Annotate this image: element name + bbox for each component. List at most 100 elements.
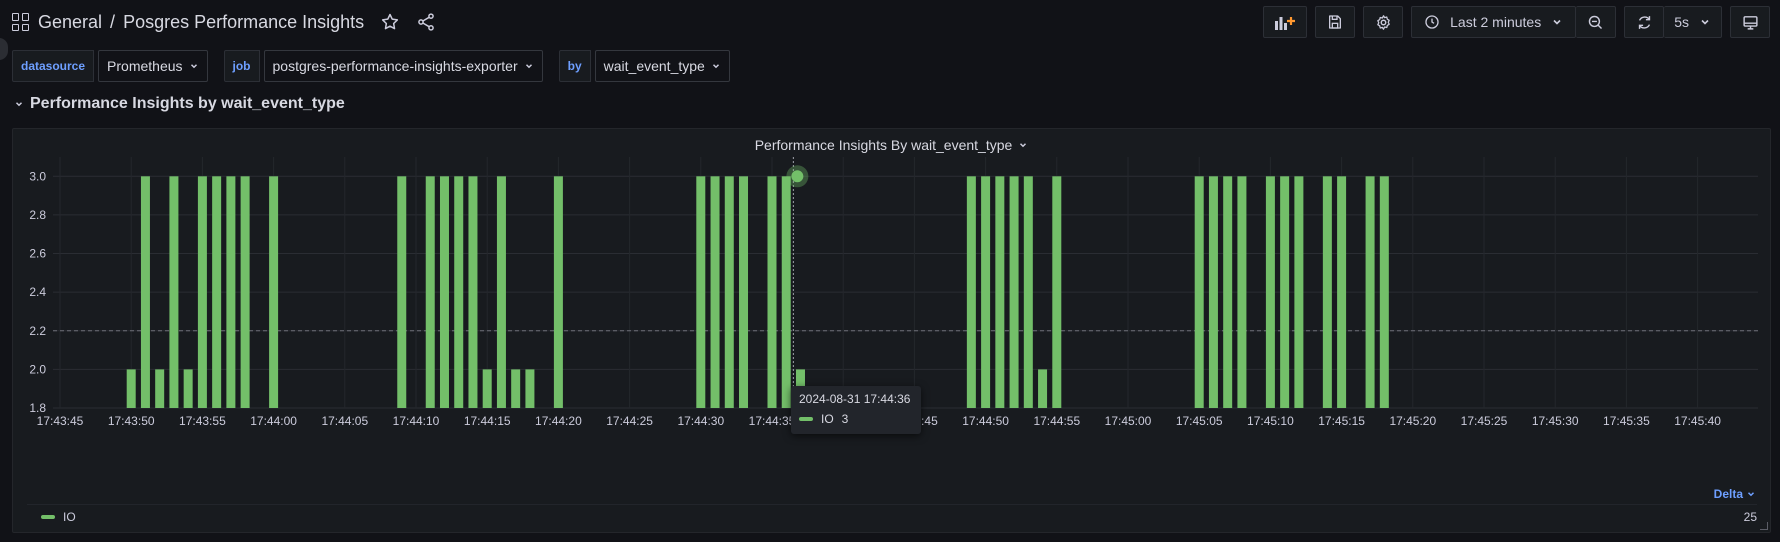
x-tick-label: 17:44:10 — [393, 414, 440, 428]
bar — [981, 176, 991, 408]
x-tick-label: 17:45:30 — [1532, 414, 1579, 428]
chevron-down-icon — [712, 64, 719, 69]
x-tick-label: 17:45:05 — [1176, 414, 1223, 428]
y-tick-label: 2.6 — [29, 247, 46, 261]
save-dashboard-button[interactable] — [1315, 6, 1356, 38]
breadcrumb-separator: / — [110, 11, 116, 32]
legend-swatch — [41, 514, 55, 519]
bar — [240, 176, 250, 408]
bar — [1194, 176, 1204, 408]
x-tick-label: 17:45:15 — [1318, 414, 1365, 428]
bar — [183, 369, 193, 408]
x-tick-label: 17:44:50 — [962, 414, 1009, 428]
time-range-picker[interactable]: Last 2 minutes — [1411, 6, 1577, 38]
zoom-out-button[interactable] — [1576, 6, 1617, 38]
legend-series-value: 25 — [1743, 510, 1757, 524]
panel-header[interactable]: Performance Insights By wait_event_type — [13, 137, 1770, 153]
y-tick-label: 2.8 — [29, 208, 46, 222]
bar — [1322, 176, 1332, 408]
bar — [126, 369, 136, 408]
x-tick-label: 17:45:10 — [1247, 414, 1294, 428]
bar — [1038, 369, 1048, 408]
x-tick-label: 17:44:15 — [464, 414, 511, 428]
page-title[interactable]: Posgres Performance Insights — [123, 11, 365, 32]
legend-series-name[interactable]: IO — [63, 509, 76, 524]
x-tick-label: 17:45:00 — [1105, 414, 1152, 428]
share-icon[interactable] — [416, 12, 436, 32]
monitor-icon — [1742, 15, 1758, 30]
bar — [1009, 176, 1019, 408]
x-tick-label: 17:43:50 — [108, 414, 155, 428]
bar — [995, 176, 1005, 408]
panel-resize-handle[interactable] — [1760, 522, 1768, 530]
chevron-down-icon — [1701, 19, 1709, 25]
x-tick-label: 17:44:25 — [606, 414, 653, 428]
refresh-button[interactable] — [1624, 6, 1665, 38]
time-picker-group: Last 2 minutes — [1411, 6, 1617, 38]
breadcrumb: General / Posgres Performance Insights — [12, 8, 436, 36]
bar — [397, 176, 407, 408]
x-tick-label: 17:44:35 — [749, 414, 796, 428]
bar — [1052, 176, 1062, 408]
x-tick-label: 17:45:40 — [1674, 414, 1721, 428]
bar — [482, 369, 492, 408]
sidebar-toggle[interactable] — [0, 38, 8, 60]
template-variables: datasource Prometheus job postgres-perfo… — [12, 50, 730, 82]
row-title: Performance Insights by wait_event_type — [30, 95, 345, 112]
bar — [496, 176, 506, 408]
variable-label-job: job — [223, 50, 260, 82]
bar — [1265, 176, 1275, 408]
bar — [966, 176, 976, 408]
x-tick-label: 17:44:30 — [677, 414, 724, 428]
add-panel-icon — [1275, 17, 1296, 30]
tooltip-swatch — [799, 417, 813, 421]
bar — [739, 176, 749, 408]
bar — [1023, 176, 1033, 408]
variable-select-by[interactable]: wait_event_type — [594, 50, 730, 82]
bar — [454, 176, 464, 408]
dashboard-settings-button[interactable] — [1363, 6, 1404, 38]
chevron-down-icon — [190, 64, 197, 69]
bar — [1208, 176, 1218, 408]
tv-mode-button[interactable] — [1730, 6, 1770, 38]
x-tick-label: 17:44:55 — [1033, 414, 1080, 428]
gear-icon — [1376, 14, 1390, 30]
variable-label-by: by — [558, 50, 591, 82]
chevron-down-icon — [15, 102, 23, 107]
y-tick-label: 2.4 — [29, 285, 46, 299]
variable-value-datasource: Prometheus — [107, 58, 183, 74]
bar — [212, 176, 222, 408]
hover-point — [791, 170, 804, 183]
bar — [767, 176, 777, 408]
chart-tooltip: 2024-08-31 17:44:36 IO 3 — [791, 386, 921, 434]
panel-title: Performance Insights By wait_event_type — [754, 137, 1013, 153]
bar — [439, 176, 449, 408]
bar-chart[interactable]: 1.8 2.0 2.2 2.4 2.6 2.8 3.0 17:43:45 17:43:50 17:… — [13, 129, 1772, 501]
y-tick-label: 2.2 — [29, 324, 46, 338]
bar — [1280, 176, 1290, 408]
chevron-down-icon — [1553, 19, 1561, 25]
timeseries-panel: Performance Insights By wait_event_type … — [12, 128, 1771, 533]
bar — [140, 176, 150, 408]
breadcrumb-folder[interactable]: General — [38, 11, 103, 32]
chevron-down-icon — [1747, 492, 1755, 497]
x-tick-label: 17:43:55 — [179, 414, 226, 428]
star-icon[interactable] — [380, 12, 400, 32]
row-header[interactable]: Performance Insights by wait_event_type — [14, 93, 345, 115]
bar — [553, 176, 563, 408]
add-panel-button[interactable] — [1263, 6, 1308, 38]
clock-icon — [1425, 15, 1439, 29]
refresh-group: 5s — [1624, 6, 1722, 38]
tooltip-time: 2024-08-31 17:44:36 — [799, 392, 911, 406]
bar — [226, 176, 236, 408]
chevron-down-icon — [1020, 143, 1027, 148]
dashboards-grid-icon — [12, 13, 30, 31]
chevron-down-icon — [525, 64, 532, 69]
variable-select-job[interactable]: postgres-performance-insights-exporter — [263, 50, 543, 82]
refresh-interval-picker[interactable]: 5s — [1664, 6, 1722, 38]
x-tick-label: 17:44:20 — [535, 414, 582, 428]
bar — [781, 176, 791, 408]
legend-mode-selector[interactable]: Delta — [1714, 487, 1756, 501]
variable-select-datasource[interactable]: Prometheus — [98, 50, 208, 82]
